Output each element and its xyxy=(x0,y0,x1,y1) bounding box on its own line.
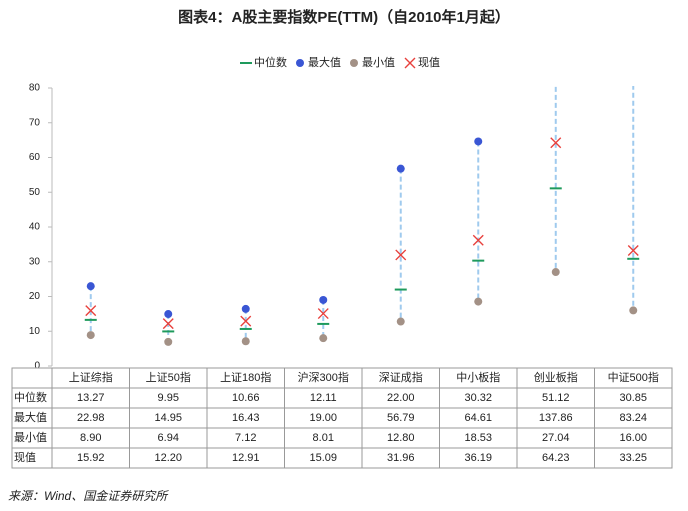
plot-area xyxy=(84,73,640,346)
legend-symbol xyxy=(350,59,358,67)
table-cell: 16.43 xyxy=(232,412,260,424)
data-point xyxy=(550,137,562,149)
table-cell: 14.95 xyxy=(154,412,182,424)
data-point xyxy=(629,306,638,315)
table-cell: 7.12 xyxy=(235,432,256,444)
legend-symbol xyxy=(404,57,416,69)
data-point xyxy=(241,304,250,313)
row-header: 现值 xyxy=(14,451,36,464)
y-tick-label: 80 xyxy=(29,83,41,94)
table-cell: 6.94 xyxy=(158,432,179,444)
data-point xyxy=(627,244,639,256)
data-point xyxy=(396,317,405,326)
table-cell: 31.96 xyxy=(387,452,415,464)
data-point xyxy=(317,308,329,320)
data-point xyxy=(162,318,174,330)
y-tick-label: 70 xyxy=(29,117,41,128)
data-point xyxy=(472,234,484,246)
table-cell: 30.32 xyxy=(464,392,492,404)
data-point xyxy=(164,337,173,346)
table-cell: 16.00 xyxy=(619,432,647,444)
data-point xyxy=(551,268,560,277)
table-cell: 22.98 xyxy=(77,412,105,424)
legend-symbol xyxy=(296,59,304,67)
column-header: 上证180指 xyxy=(220,370,271,384)
table-cell: 27.04 xyxy=(542,432,570,444)
table-cell: 12.80 xyxy=(387,432,415,444)
table-cell: 22.00 xyxy=(387,392,415,404)
column-header: 上证50指 xyxy=(146,370,191,384)
data-point xyxy=(474,297,483,306)
column-header: 沪深300指 xyxy=(298,370,349,384)
table-cell: 83.24 xyxy=(619,412,647,424)
y-tick-label: 10 xyxy=(29,326,41,337)
data-point xyxy=(396,164,405,173)
table-cell: 30.85 xyxy=(619,392,647,404)
table-cell: 13.27 xyxy=(77,392,105,404)
table-cell: 15.09 xyxy=(309,452,337,464)
y-tick-label: 0 xyxy=(34,361,40,372)
table-cell: 8.01 xyxy=(313,432,334,444)
data-point xyxy=(395,249,407,261)
data-point xyxy=(474,137,483,146)
table-cell: 56.79 xyxy=(387,412,415,424)
table-cell: 64.61 xyxy=(464,412,492,424)
y-tick-label: 30 xyxy=(29,256,41,267)
column-header: 上证综指 xyxy=(69,370,113,384)
data-point xyxy=(86,331,95,340)
table-cell: 137.86 xyxy=(539,412,573,424)
table-cell: 33.25 xyxy=(619,452,647,464)
table-cell: 36.19 xyxy=(464,452,492,464)
table-cell: 10.66 xyxy=(232,392,260,404)
y-tick-label: 40 xyxy=(29,222,41,233)
table-cell: 18.53 xyxy=(464,432,492,444)
legend-label: 中位数 xyxy=(254,55,287,69)
data-point xyxy=(164,310,173,319)
y-tick-label: 20 xyxy=(29,291,41,302)
table-cell: 15.92 xyxy=(77,452,105,464)
table-cell: 9.95 xyxy=(158,392,179,404)
y-tick-label: 60 xyxy=(29,152,41,163)
data-point xyxy=(319,334,328,343)
chart-title: 图表4：A股主要指数PE(TTM)（自2010年1月起） xyxy=(178,8,510,26)
row-header: 中位数 xyxy=(14,390,47,404)
data-point xyxy=(241,337,250,346)
column-header: 中小板指 xyxy=(456,370,500,384)
row-header: 最小值 xyxy=(14,431,47,444)
data-point xyxy=(85,305,97,317)
data-point xyxy=(86,282,95,291)
column-header: 创业板指 xyxy=(534,370,578,384)
table-cell: 12.11 xyxy=(310,392,337,404)
row-header: 最大值 xyxy=(14,410,47,424)
table-cell: 12.20 xyxy=(154,452,182,464)
table-cell: 19.00 xyxy=(309,412,337,424)
table-cell: 8.90 xyxy=(80,432,101,444)
source: 来源：Wind、国金证券研究所 xyxy=(8,489,169,503)
table-cell: 12.91 xyxy=(232,452,260,464)
column-header: 中证500指 xyxy=(608,370,659,384)
data-point xyxy=(629,73,637,81)
data-point xyxy=(240,315,252,327)
data-point xyxy=(319,295,328,304)
table-cell: 51.12 xyxy=(542,392,570,404)
legend-label: 最大值 xyxy=(308,55,341,69)
legend-label: 现值 xyxy=(418,56,440,69)
y-tick-label: 50 xyxy=(29,187,41,198)
table-cell: 64.23 xyxy=(542,452,570,464)
column-header: 深证成指 xyxy=(379,370,423,384)
legend-label: 最小值 xyxy=(362,56,395,69)
